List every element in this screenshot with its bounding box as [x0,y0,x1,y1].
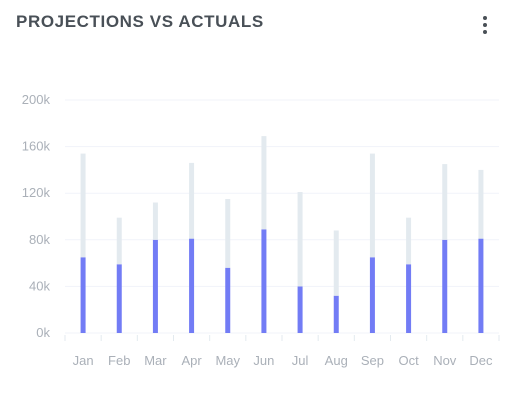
y-tick-label: 120k [22,185,51,200]
y-tick-label: 160k [22,139,51,154]
menu-dot [483,30,487,34]
projection-bar [369,153,375,258]
projection-bar [442,164,448,240]
projection-bar [333,230,339,296]
x-tick-label: May [215,353,240,368]
actual-bar [478,238,484,333]
projection-bar [478,169,484,239]
projection-bar [189,162,195,239]
actual-bar [80,257,86,333]
actual-bar [152,239,158,333]
actual-bar [442,239,448,333]
x-tick-label: Jul [292,353,309,368]
y-tick-label: 40k [29,278,50,293]
actual-bar [369,257,375,333]
x-tick-label: Oct [398,353,419,368]
projection-bar [261,136,267,230]
actual-bar [225,267,231,333]
x-tick-label: Aug [325,353,348,368]
actual-bar [261,229,267,333]
x-tick-label: Feb [108,353,130,368]
y-tick-label: 80k [29,232,50,247]
actual-bar [297,286,303,333]
x-tick-label: Jan [73,353,94,368]
projection-bar [225,199,231,268]
x-tick-label: Mar [144,353,167,368]
x-tick-label: Jun [253,353,274,368]
projection-bar [80,153,86,258]
actual-bar [189,238,195,333]
actual-bar [116,264,122,333]
projection-bar [297,192,303,287]
projection-bar [406,217,412,265]
x-tick-label: Dec [469,353,493,368]
x-tick-label: Nov [433,353,457,368]
card-title: PROJECTIONS VS ACTUALS [16,12,264,31]
actual-bar [333,295,339,333]
y-tick-label: 200k [22,92,51,107]
menu-dot [483,23,487,27]
menu-dot [483,16,487,20]
projection-bar [152,202,158,240]
more-vertical-icon[interactable] [474,14,496,36]
projection-bar [116,217,122,265]
actual-bar [406,264,412,333]
x-tick-label: Sep [361,353,384,368]
y-tick-label: 0k [36,325,50,340]
x-tick-label: Apr [181,353,202,368]
